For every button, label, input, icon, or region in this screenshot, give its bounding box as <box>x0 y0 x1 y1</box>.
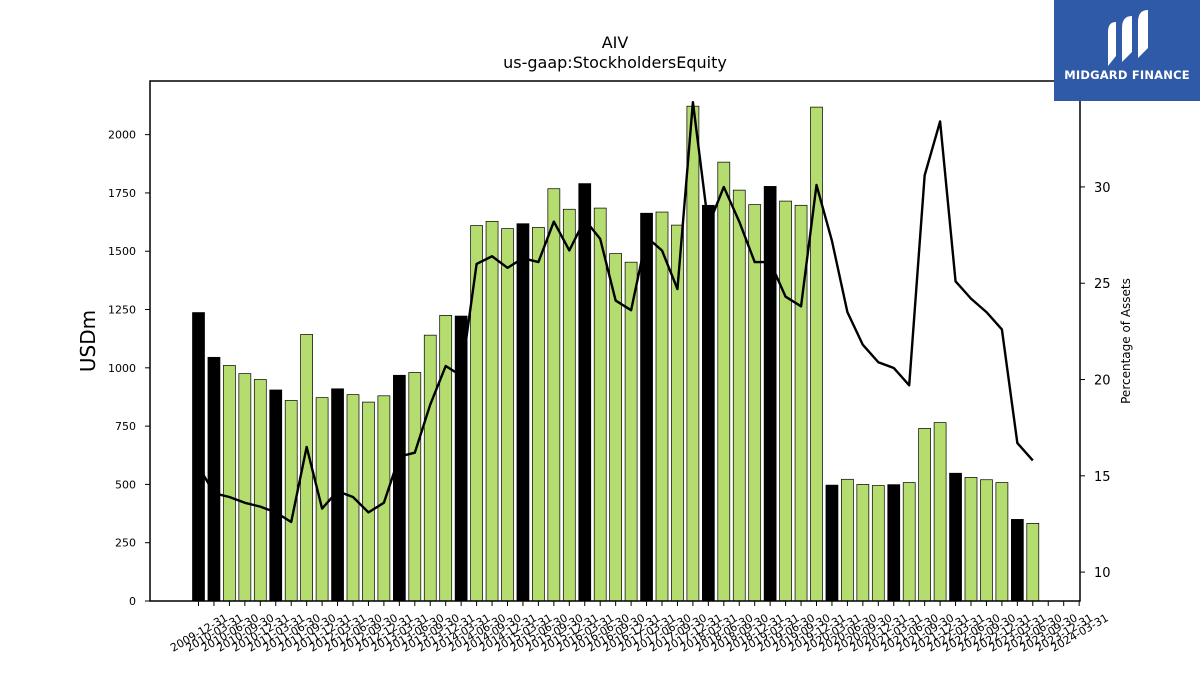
percent-of-assets-line <box>197 100 1034 524</box>
bar <box>732 189 746 602</box>
y-tick-label: 1000 <box>108 362 136 375</box>
bar <box>763 186 777 602</box>
bar <box>810 106 823 602</box>
bar <box>609 253 623 602</box>
chart-title: AIV <box>602 33 629 52</box>
y-tick-label: 1750 <box>108 187 136 200</box>
y2-tick-label: 25 <box>1094 277 1111 292</box>
bar <box>949 472 962 602</box>
y2-axis-label: Percentage of Assets <box>1119 278 1133 404</box>
bar <box>377 395 391 602</box>
bar <box>501 228 514 602</box>
bar <box>485 221 499 602</box>
bar <box>640 212 653 602</box>
bar <box>362 401 375 602</box>
bar <box>269 389 283 602</box>
bar <box>856 484 870 602</box>
y2-tick-label: 30 <box>1094 181 1111 196</box>
y2-tick-label: 10 <box>1094 566 1111 581</box>
bar <box>841 478 854 602</box>
bar <box>408 372 422 602</box>
bar <box>315 397 329 602</box>
bar <box>825 484 839 602</box>
bar <box>207 356 221 602</box>
bar <box>253 379 267 602</box>
y-tick-label: 750 <box>115 420 136 433</box>
y-axis-right: 10 15 20 25 30 <box>1080 181 1111 581</box>
bar <box>717 161 731 602</box>
bar <box>470 225 483 602</box>
y-tick-label: 1250 <box>108 304 136 317</box>
y-axis-left: 0 250 500 750 1000 1250 1500 1750 2000 <box>108 129 150 608</box>
y-axis-label: USDm <box>76 310 100 372</box>
bar <box>1026 522 1040 602</box>
bar <box>547 188 561 602</box>
bar <box>423 334 437 602</box>
bar <box>995 482 1009 602</box>
bar <box>964 477 978 602</box>
bar <box>454 315 468 602</box>
bar <box>624 261 638 602</box>
bar <box>686 105 700 602</box>
bar <box>918 428 932 602</box>
y-tick-label: 1500 <box>108 245 136 258</box>
line-series <box>197 100 1034 524</box>
bar <box>578 183 592 602</box>
bar <box>192 312 205 602</box>
y2-tick-label: 15 <box>1094 470 1111 485</box>
bar <box>887 484 901 602</box>
bar <box>439 315 453 602</box>
y-tick-label: 250 <box>115 537 136 550</box>
bar <box>980 479 993 602</box>
x-axis: 2009-12-312010-03-312010-06-302010-09-30… <box>168 601 1111 655</box>
bar <box>655 211 669 602</box>
plot-frame <box>149 80 1081 602</box>
bar <box>393 374 406 602</box>
y2-tick-label: 20 <box>1094 374 1111 389</box>
bar <box>562 208 576 602</box>
brand-mark-icon <box>1108 10 1148 66</box>
chart-subtitle: us-gaap:StockholdersEquity <box>503 53 727 72</box>
bar <box>902 482 916 602</box>
bar <box>532 227 545 602</box>
bar <box>748 204 762 602</box>
bar <box>593 207 607 602</box>
bar <box>701 204 715 602</box>
bar <box>933 422 947 602</box>
bar <box>1010 519 1024 602</box>
y-tick-label: 2000 <box>108 129 136 142</box>
bar <box>779 200 792 602</box>
brand-logo: MIDGARD FINANCE <box>1054 0 1200 101</box>
brand-name: MIDGARD FINANCE <box>1064 68 1190 82</box>
bar <box>238 373 252 602</box>
bar <box>223 365 236 602</box>
y-tick-label: 500 <box>115 478 136 491</box>
bar <box>516 223 530 602</box>
y-tick-label: 0 <box>129 595 136 608</box>
bar <box>871 485 885 602</box>
